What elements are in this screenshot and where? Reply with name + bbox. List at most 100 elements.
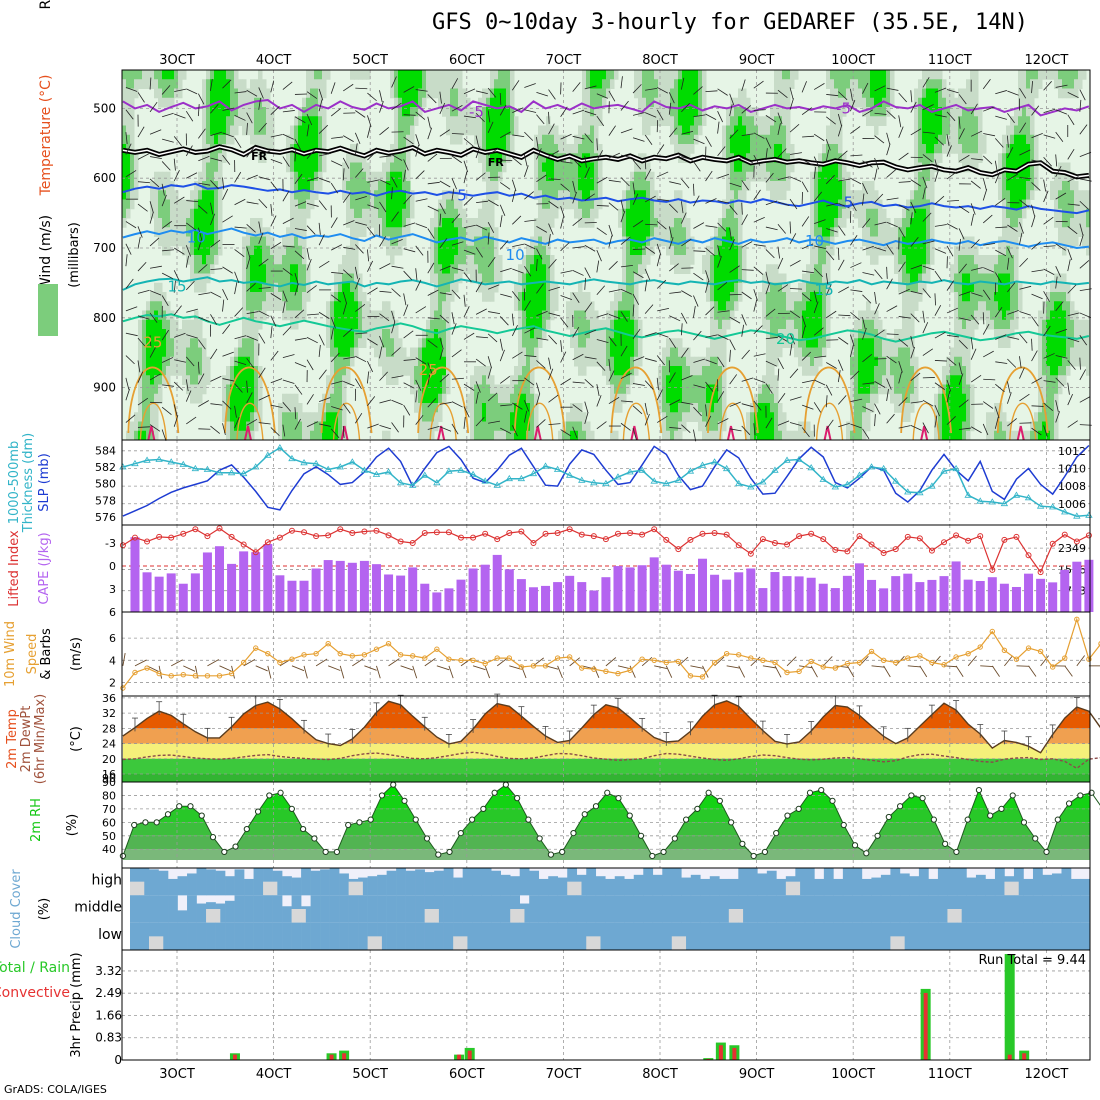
rh-cell [758,134,763,145]
rh-cell [574,181,579,191]
rh-cell [810,199,815,210]
rh-cell [394,375,399,385]
wind-barb [125,332,138,337]
rh-cell [898,329,903,339]
rh-cell [914,153,919,163]
rh-cell [1066,319,1071,330]
rh-cell [202,107,207,117]
rh-cell [826,282,831,293]
rh-cell [970,153,975,163]
rh-cell [222,153,227,163]
rh-cell [606,338,611,348]
rh-cell [430,375,435,385]
rh-cell [674,125,679,136]
rh-cell [130,79,135,89]
rh-cell [754,171,759,182]
rh-cell [398,97,403,108]
rh-cell [414,403,419,413]
rh-cell [594,144,599,154]
rh-cell [454,282,459,293]
rh-cell [258,384,263,395]
rh-cell [1058,384,1063,395]
rh-cell [278,430,283,441]
rh-cell [1010,319,1015,330]
rh-cell [986,430,991,441]
rh-cell [542,218,547,228]
rh-cell [166,97,171,108]
rh-cell [730,125,735,136]
rh-cell [590,107,595,117]
rh-cell [642,70,647,80]
rh-cell [882,116,887,126]
rh-cell [622,319,627,330]
rh-cell [986,319,991,330]
rh-cell [214,218,219,228]
rh-cell [626,218,631,228]
rh-cell [910,347,915,358]
rh-cell [738,218,743,228]
rh-cell [830,162,835,173]
rh-cell [474,218,479,228]
rh-cell [426,393,431,404]
rh-cell [686,134,691,145]
rh-cell [478,218,483,228]
rh-cell [254,88,259,99]
rh-cell [842,97,847,108]
rh-cell [586,430,591,441]
rh-cell [962,292,967,302]
rh-cell [290,153,295,163]
rh-cell [774,430,779,441]
rh-cell [666,338,671,348]
rh-cell [406,356,411,367]
rh-cell [718,310,723,321]
wind-barb [149,290,162,296]
rh-cell [166,338,171,348]
rh-cell [766,144,771,154]
rh-cell [1014,282,1019,293]
rh-cell [294,236,299,247]
rh-cell [718,375,723,385]
rh-cell [926,273,931,284]
rh-cell [974,70,979,80]
wind-barb [186,416,197,425]
rh-cell [962,338,967,348]
rh-cell [634,208,639,219]
rh-cell [882,384,887,395]
rh-cell [1034,79,1039,89]
rh-cell [434,310,439,321]
rh-cell [846,181,851,191]
rh-cell [146,356,151,367]
rh-cell [822,255,827,265]
rh-cell [694,403,699,413]
rh-cell [738,116,743,126]
rh-cell [346,282,351,293]
rh-cell [590,208,595,219]
rh-cell [910,292,915,302]
rh-cell [178,366,183,376]
rh-cell [506,70,511,80]
rh-cell [634,227,639,237]
rh-cell [982,310,987,321]
rh-cell [594,107,599,117]
rh-cell [582,97,587,108]
rh-cell [782,125,787,136]
rh-cell [534,171,539,182]
rh-cell [442,79,447,89]
rh-cell [574,347,579,358]
rh-cell [294,430,299,441]
rh-cell [258,301,263,311]
rh-cell [566,181,571,191]
rh-cell [802,282,807,293]
rh-cell [518,273,523,284]
rh-cell [614,403,619,413]
rh-cell [906,338,911,348]
rh-cell [906,319,911,330]
rh-cell [258,310,263,321]
rh-cell [1066,208,1071,219]
rh-cell [758,393,763,404]
rh-cell [230,412,235,422]
rh-cell [314,421,319,432]
rh-cell [534,310,539,321]
rh-cell [342,319,347,330]
rh-cell [762,125,767,136]
